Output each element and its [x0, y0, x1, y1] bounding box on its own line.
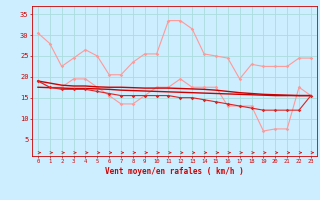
- X-axis label: Vent moyen/en rafales ( km/h ): Vent moyen/en rafales ( km/h ): [105, 167, 244, 176]
